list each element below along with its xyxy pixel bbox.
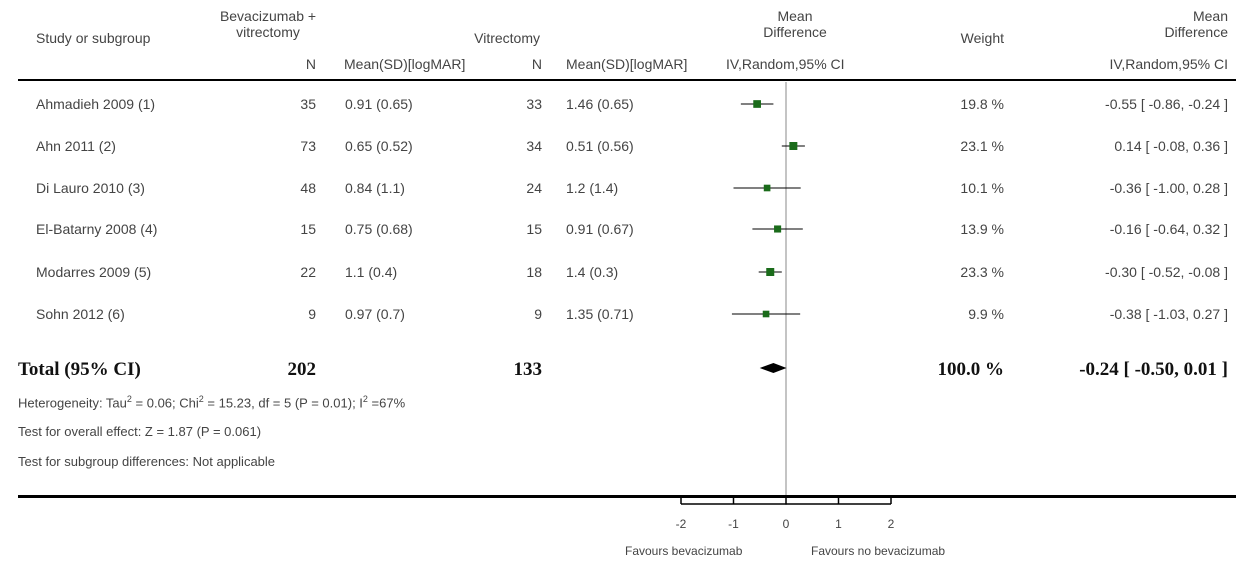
study-mean2: 1.2 (1.4) <box>566 180 619 196</box>
study-n1: 9 <box>308 306 316 322</box>
study-name: Modarres 2009 (5) <box>36 264 152 280</box>
total-weight: 100.0 % <box>937 359 1005 380</box>
header-mean-sd1: Mean(SD)[logMAR] <box>344 56 466 72</box>
subgroup-text: Test for subgroup differences: Not appli… <box>18 454 276 469</box>
study-n1: 35 <box>300 96 316 112</box>
study-n2: 18 <box>526 264 542 280</box>
study-mean1: 1.1 (0.4) <box>345 264 398 280</box>
effect-marker <box>774 225 782 233</box>
header-md-plot: Mean Difference <box>763 8 827 40</box>
pooled-diamond <box>759 363 787 373</box>
header-n1: N <box>305 56 316 72</box>
effect-marker <box>766 268 775 276</box>
total-n2: 133 <box>513 359 543 380</box>
study-n2: 15 <box>526 221 542 237</box>
study-ci: -0.38 [ -1.03, 0.27 ] <box>1109 306 1228 322</box>
study-mean2: 1.4 (0.3) <box>566 264 619 280</box>
study-n1: 15 <box>300 221 316 237</box>
study-weight: 10.1 % <box>960 180 1004 196</box>
header-md-text: Mean Difference <box>1164 8 1228 40</box>
effect-marker <box>762 310 770 318</box>
study-mean1: 0.97 (0.7) <box>345 306 405 322</box>
footer-rule <box>18 495 1236 498</box>
study-name: El-Batarny 2008 (4) <box>36 221 158 237</box>
header-mean-sd2: Mean(SD)[logMAR] <box>566 56 688 72</box>
study-mean2: 0.91 (0.67) <box>566 221 634 237</box>
heterogeneity-text: Heterogeneity: Tau2 = 0.06; Chi2 = 15.23… <box>18 394 406 411</box>
study-n1: 48 <box>300 180 316 196</box>
study-ci: -0.16 [ -0.64, 0.32 ] <box>1109 221 1228 237</box>
x-tick-label: 0 <box>783 517 790 531</box>
header-method-plot: IV,Random,95% CI <box>726 56 845 72</box>
study-ci: -0.55 [ -0.86, -0.24 ] <box>1105 96 1228 112</box>
study-n1: 22 <box>300 264 316 280</box>
study-weight: 13.9 % <box>960 221 1004 237</box>
study-mean2: 1.46 (0.65) <box>566 96 634 112</box>
x-tick-label: -2 <box>676 517 687 531</box>
study-mean2: 0.51 (0.56) <box>566 138 634 154</box>
study-weight: 23.1 % <box>960 138 1004 154</box>
study-n1: 73 <box>300 138 316 154</box>
study-ci: -0.30 [ -0.52, -0.08 ] <box>1105 264 1228 280</box>
header-weight: Weight <box>960 30 1004 46</box>
effect-marker <box>763 184 771 192</box>
x-tick-label: -1 <box>728 517 739 531</box>
study-name: Di Lauro 2010 (3) <box>36 180 145 196</box>
study-mean2: 1.35 (0.71) <box>566 306 634 322</box>
study-name: Ahmadieh 2009 (1) <box>36 96 156 112</box>
study-weight: 23.3 % <box>960 264 1004 280</box>
study-mean1: 0.65 (0.52) <box>345 138 413 154</box>
total-label: Total (95% CI) <box>18 359 141 380</box>
header-n2: N <box>531 56 542 72</box>
study-ci: 0.14 [ -0.08, 0.36 ] <box>1114 138 1228 154</box>
study-ci: -0.36 [ -1.00, 0.28 ] <box>1109 180 1228 196</box>
header-method-text: IV,Random,95% CI <box>1109 56 1228 72</box>
study-weight: 19.8 % <box>960 96 1004 112</box>
study-n2: 33 <box>526 96 542 112</box>
effect-marker <box>753 100 761 108</box>
study-mean1: 0.91 (0.65) <box>345 96 413 112</box>
study-n2: 9 <box>534 306 542 322</box>
study-mean1: 0.75 (0.68) <box>345 221 413 237</box>
study-name: Ahn 2011 (2) <box>36 138 116 154</box>
effect-marker <box>789 142 798 150</box>
favours-left-label: Favours bevacizumab <box>625 544 743 558</box>
favours-right-label: Favours no bevacizumab <box>811 544 946 558</box>
total-n1: 202 <box>287 359 317 380</box>
x-tick-label: 2 <box>888 517 895 531</box>
study-n2: 34 <box>526 138 542 154</box>
total-ci: -0.24 [ -0.50, 0.01 ] <box>1079 359 1228 380</box>
header-study: Study or subgroup <box>36 30 151 46</box>
header-group2: Vitrectomy <box>474 30 540 46</box>
study-mean1: 0.84 (1.1) <box>345 180 405 196</box>
header-rule <box>18 79 1236 81</box>
header-group1: Bevacizumab + vitrectomy <box>219 8 317 40</box>
study-n2: 24 <box>526 180 542 196</box>
overall-effect-text: Test for overall effect: Z = 1.87 (P = 0… <box>18 424 262 439</box>
study-name: Sohn 2012 (6) <box>36 306 125 322</box>
study-weight: 9.9 % <box>968 306 1004 322</box>
x-tick-label: 1 <box>835 517 842 531</box>
